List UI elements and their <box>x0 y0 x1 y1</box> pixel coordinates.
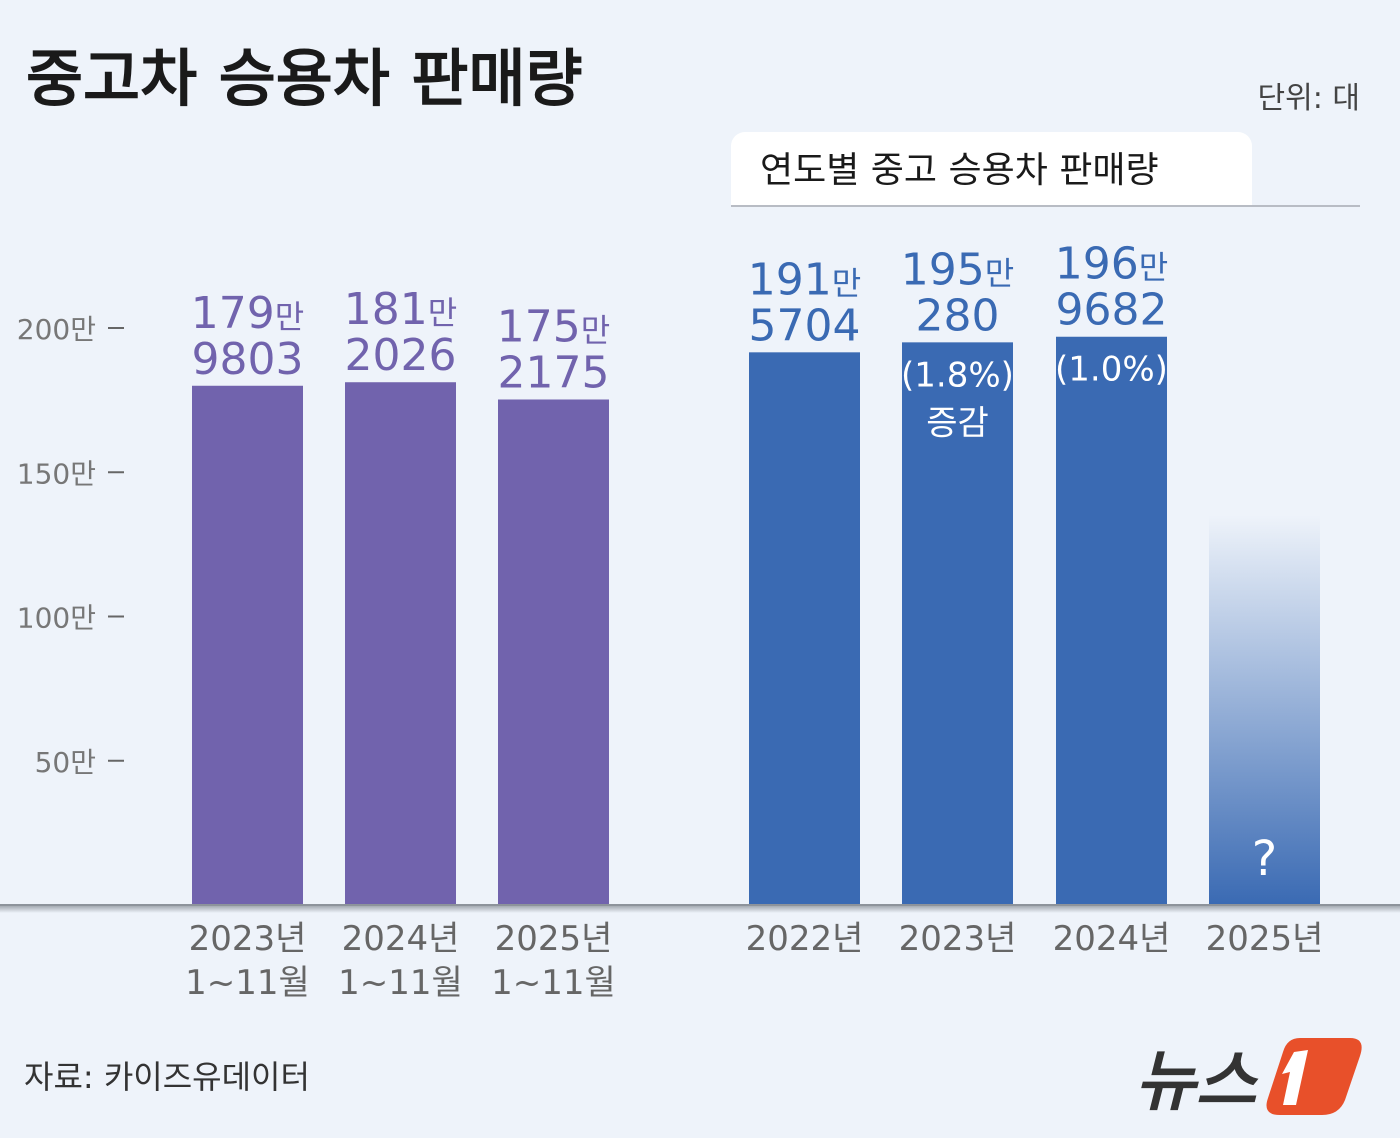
data-label-line2: 280 <box>916 290 1000 341</box>
baseline-shadow <box>0 905 1400 913</box>
data-label-line1: 181만 <box>344 284 457 335</box>
x-tick-label: 1~11월 <box>338 963 463 1003</box>
bar <box>345 382 456 906</box>
data-label-line2: 9682 <box>1056 285 1168 336</box>
page-title: 중고차 승용차 판매량 <box>26 42 583 115</box>
data-label-line2: 5704 <box>749 300 861 351</box>
bar-inner-label: 증감 <box>926 403 989 443</box>
x-tick-label: 2024년 <box>1053 919 1171 959</box>
x-tick-label: 2025년 <box>1206 919 1324 959</box>
data-label-line1: 196만 <box>1055 239 1168 290</box>
bar-inner-label: (1.0%) <box>1055 350 1168 390</box>
y-tick-label: 150만 <box>17 457 96 490</box>
y-tick-label: 100만 <box>17 602 96 635</box>
bar <box>749 352 860 905</box>
x-tick-label: 2023년 <box>189 919 307 959</box>
news1-logo: 뉴스 <box>1135 1038 1362 1120</box>
unit-label: 단위: 대 <box>1258 81 1360 116</box>
bar <box>192 385 303 905</box>
x-tick-label: 2022년 <box>746 919 864 959</box>
bar-inner-label: (1.8%) <box>901 355 1014 395</box>
bar <box>498 399 609 905</box>
data-label-line2: 2175 <box>498 347 610 398</box>
subchart-title: 연도별 중고 승용차 판매량 <box>760 150 1159 191</box>
bar <box>1056 336 1167 906</box>
source-note: 자료: 카이즈유데이터 <box>24 1058 310 1096</box>
svg-text:뉴스: 뉴스 <box>1135 1043 1259 1120</box>
y-tick-label: 50만 <box>35 746 96 779</box>
bar-inner-label: ? <box>1252 831 1277 887</box>
data-label-line1: 191만 <box>748 254 861 305</box>
data-label-line2: 9803 <box>192 334 304 385</box>
data-label-line1: 175만 <box>497 301 610 352</box>
data-label-line1: 179만 <box>191 288 304 339</box>
x-tick-label: 2024년 <box>342 919 460 959</box>
bar-unknown <box>1209 515 1320 905</box>
y-tick-label: 200만 <box>17 313 96 346</box>
x-tick-label: 1~11월 <box>185 963 310 1003</box>
x-tick-label: 2025년 <box>495 919 613 959</box>
x-tick-label: 1~11월 <box>491 963 616 1003</box>
bar <box>902 342 1013 905</box>
x-tick-label: 2023년 <box>899 919 1017 959</box>
data-label-line1: 195만 <box>901 244 1014 295</box>
data-label-line2: 2026 <box>345 330 457 381</box>
